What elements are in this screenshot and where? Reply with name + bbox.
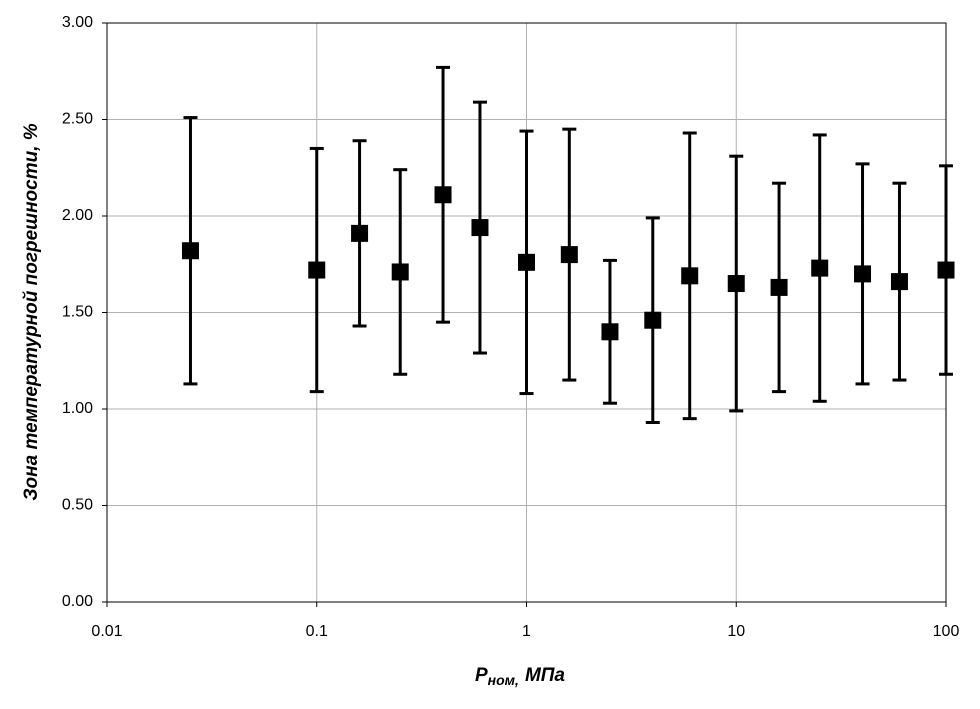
y-tick-label: 3.00	[62, 14, 93, 31]
marker	[518, 253, 535, 271]
marker	[727, 275, 745, 293]
x-tick-label: 0.1	[306, 623, 328, 640]
marker	[644, 311, 662, 329]
y-tick-label: 2.50	[62, 111, 93, 128]
x-label-unit: МПа	[525, 665, 565, 686]
y-tick-label: 0.00	[62, 593, 93, 610]
x-tick-label: 10	[727, 623, 745, 640]
x-label-subscript: ном,	[488, 672, 519, 688]
x-tick-label: 1	[522, 623, 531, 640]
marker	[391, 263, 409, 281]
marker	[937, 261, 955, 279]
marker	[854, 265, 872, 283]
marker	[434, 186, 452, 204]
marker	[308, 261, 326, 279]
marker	[811, 259, 829, 277]
marker	[681, 267, 699, 285]
marker	[601, 323, 619, 341]
x-tick-label: 0.01	[91, 623, 122, 640]
marker	[890, 273, 908, 291]
x-axis-label: Pном, МПа	[475, 665, 565, 688]
marker	[770, 278, 788, 296]
marker	[181, 242, 199, 260]
x-tick-label: 100	[933, 623, 960, 640]
y-tick-label: 0.50	[62, 497, 93, 514]
y-axis-label: Зона температурной погрешности, %	[21, 123, 42, 500]
marker	[560, 246, 578, 264]
marker	[471, 219, 489, 237]
y-tick-label: 1.50	[62, 304, 93, 321]
y-tick-label: 1.00	[62, 400, 93, 417]
x-label-symbol: P	[475, 665, 488, 686]
marker	[351, 224, 369, 242]
y-tick-label: 2.00	[62, 207, 93, 224]
